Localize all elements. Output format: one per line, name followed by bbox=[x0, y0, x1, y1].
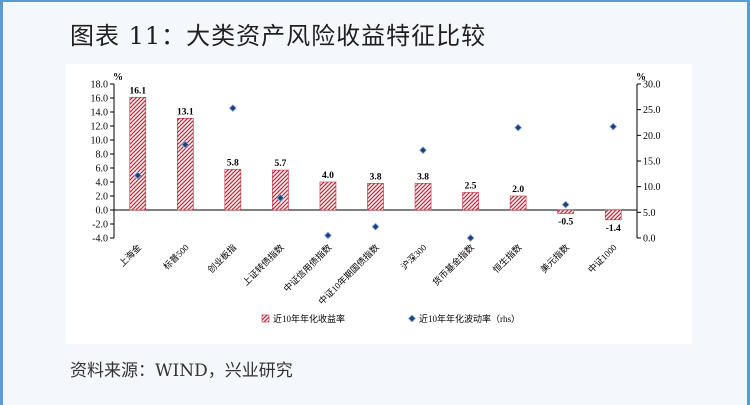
left-axis-tick-label: -4.0 bbox=[92, 234, 108, 245]
left-axis-tick-label: -2.0 bbox=[92, 220, 108, 231]
category-label: 沪深300 bbox=[398, 241, 428, 271]
bar-value-label: 2.5 bbox=[465, 182, 477, 192]
left-axis-tick-label: 18.0 bbox=[91, 80, 109, 91]
right-axis-tick-label: 0.0 bbox=[643, 234, 656, 245]
category-label: 恒生指数 bbox=[490, 242, 523, 275]
volatility-marker bbox=[133, 171, 142, 180]
return-bar bbox=[414, 183, 432, 211]
category-label: 美元指数 bbox=[538, 242, 571, 275]
left-axis-tick-label: 4.0 bbox=[96, 178, 109, 189]
bar-value-label: 4.0 bbox=[322, 171, 334, 181]
left-axis-tick-label: 0.0 bbox=[96, 206, 109, 217]
volatility-marker bbox=[228, 104, 237, 113]
right-axis-unit: % bbox=[636, 72, 646, 83]
left-axis-tick-label: 2.0 bbox=[96, 192, 109, 203]
bar-value-label: -0.5 bbox=[558, 218, 573, 228]
bar-value-label: 5.7 bbox=[274, 159, 286, 169]
return-bar bbox=[462, 192, 479, 211]
volatility-marker bbox=[181, 140, 190, 149]
category-label: 货币基金指数 bbox=[430, 242, 476, 288]
left-axis-tick-label: 14.0 bbox=[91, 108, 109, 119]
return-bar bbox=[224, 169, 242, 211]
return-bar bbox=[272, 169, 289, 211]
left-axis-unit: % bbox=[113, 72, 123, 83]
left-border bbox=[0, 0, 3, 405]
bar-value-label: 13.1 bbox=[177, 107, 194, 117]
left-axis-tick-label: 12.0 bbox=[91, 122, 109, 133]
category-label: 标普500 bbox=[161, 241, 191, 271]
volatility-marker bbox=[466, 234, 475, 242]
chart-svg: -4.0 -2.0 0.0 2.0 4.0 6.0 8.0 10.0 12.0 14.0 16.0 1… bbox=[91, 72, 661, 324]
left-axis-tick-label: 6.0 bbox=[96, 164, 109, 175]
left-axis-tick-label: 10.0 bbox=[91, 136, 109, 147]
bar-value-label: 5.8 bbox=[227, 158, 239, 168]
right-border bbox=[747, 0, 750, 405]
volatility-marker bbox=[371, 222, 380, 231]
return-bar bbox=[319, 181, 337, 211]
category-label: 中证1000 bbox=[585, 241, 619, 275]
legend-bar-label: 近10年年化收益率 bbox=[273, 313, 345, 324]
volatility-marker bbox=[323, 231, 332, 240]
top-border bbox=[0, 0, 750, 2]
category-label: 创业板指 bbox=[205, 242, 238, 275]
source-note: 资料来源：WIND，兴业研究 bbox=[70, 361, 293, 381]
chart-panel: -4.0 -2.0 0.0 2.0 4.0 6.0 8.0 10.0 12.0 14.0 16.0 1… bbox=[66, 64, 692, 344]
bar-value-label: 3.8 bbox=[417, 172, 429, 182]
return-bar bbox=[177, 117, 194, 211]
category-label: 中证信用债指数 bbox=[281, 242, 333, 294]
bar-value-label: -1.4 bbox=[606, 224, 621, 234]
return-bar bbox=[509, 195, 527, 211]
volatility-marker bbox=[419, 146, 428, 155]
return-bar bbox=[367, 183, 384, 211]
right-axis-tick-label: 15.0 bbox=[643, 157, 661, 168]
volatility-marker bbox=[276, 193, 285, 202]
category-label: 上证转债指数 bbox=[240, 242, 286, 288]
left-axis-tick-label: 8.0 bbox=[96, 150, 109, 161]
right-axis-tick-label: 30.0 bbox=[643, 80, 661, 91]
legend-marker-swatch bbox=[407, 314, 417, 323]
legend-bar-swatch bbox=[261, 314, 270, 323]
volatility-marker bbox=[609, 122, 618, 131]
volatility-marker bbox=[514, 123, 523, 132]
right-axis-tick-label: 10.0 bbox=[643, 182, 661, 193]
return-bar bbox=[604, 209, 622, 221]
right-axis-tick-label: 20.0 bbox=[643, 131, 661, 142]
return-bar bbox=[129, 96, 147, 211]
category-label: 上海金 bbox=[116, 242, 143, 269]
bar-value-label: 3.8 bbox=[370, 172, 382, 182]
right-axis-tick-label: 5.0 bbox=[643, 208, 656, 219]
figure-title: 图表 11：大类资产风险收益特征比较 bbox=[70, 22, 487, 50]
volatility-marker bbox=[561, 200, 570, 209]
bar-value-label: 16.1 bbox=[129, 86, 146, 96]
right-axis-tick-label: 25.0 bbox=[643, 105, 661, 116]
bar-value-label: 2.0 bbox=[512, 185, 524, 195]
legend-marker-label: 近10年年化波动率（rhs） bbox=[419, 313, 520, 324]
left-axis-tick-label: 16.0 bbox=[91, 94, 109, 105]
return-bar bbox=[557, 209, 574, 214]
